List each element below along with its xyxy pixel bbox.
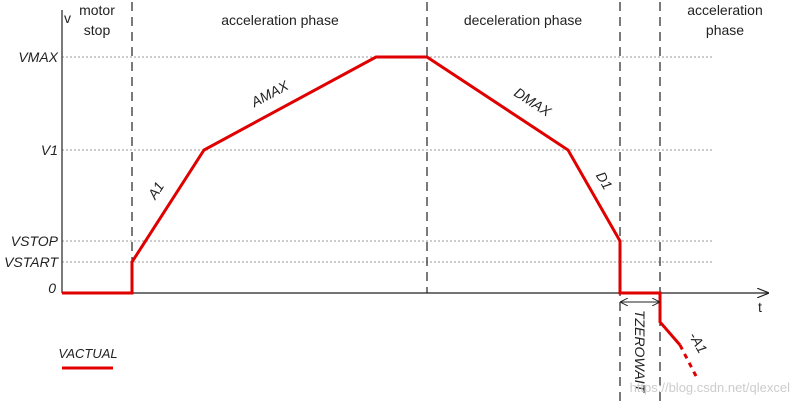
grid — [62, 2, 712, 407]
phase-label: motor — [79, 2, 115, 18]
phase-label: phase — [706, 22, 744, 38]
phase-label: stop — [84, 22, 111, 38]
level-label: VSTART — [4, 254, 59, 270]
level-label: V1 — [41, 142, 58, 158]
wait-label: TZEROWAIT — [632, 310, 648, 394]
ramp-label: D1 — [593, 169, 616, 193]
velocity-continuation — [678, 344, 699, 379]
phase-label: acceleration — [687, 2, 763, 18]
ramp-label: A1 — [144, 179, 167, 203]
phase-label: deceleration phase — [464, 12, 583, 28]
level-label: 0 — [48, 280, 56, 296]
velocity-curve — [62, 55, 682, 346]
watermark: https://blog.csdn.net/qlexcel — [630, 380, 791, 395]
y-axis-label: v — [64, 10, 71, 26]
level-label: VSTOP — [11, 233, 59, 249]
level-label: VMAX — [18, 49, 58, 65]
legend-label: VACTUAL — [58, 346, 117, 361]
x-axis-label: t — [758, 299, 762, 315]
phase-label: acceleration phase — [221, 12, 339, 28]
ramp-label: DMAX — [511, 84, 554, 120]
ramp-label: -A1 — [686, 329, 711, 356]
